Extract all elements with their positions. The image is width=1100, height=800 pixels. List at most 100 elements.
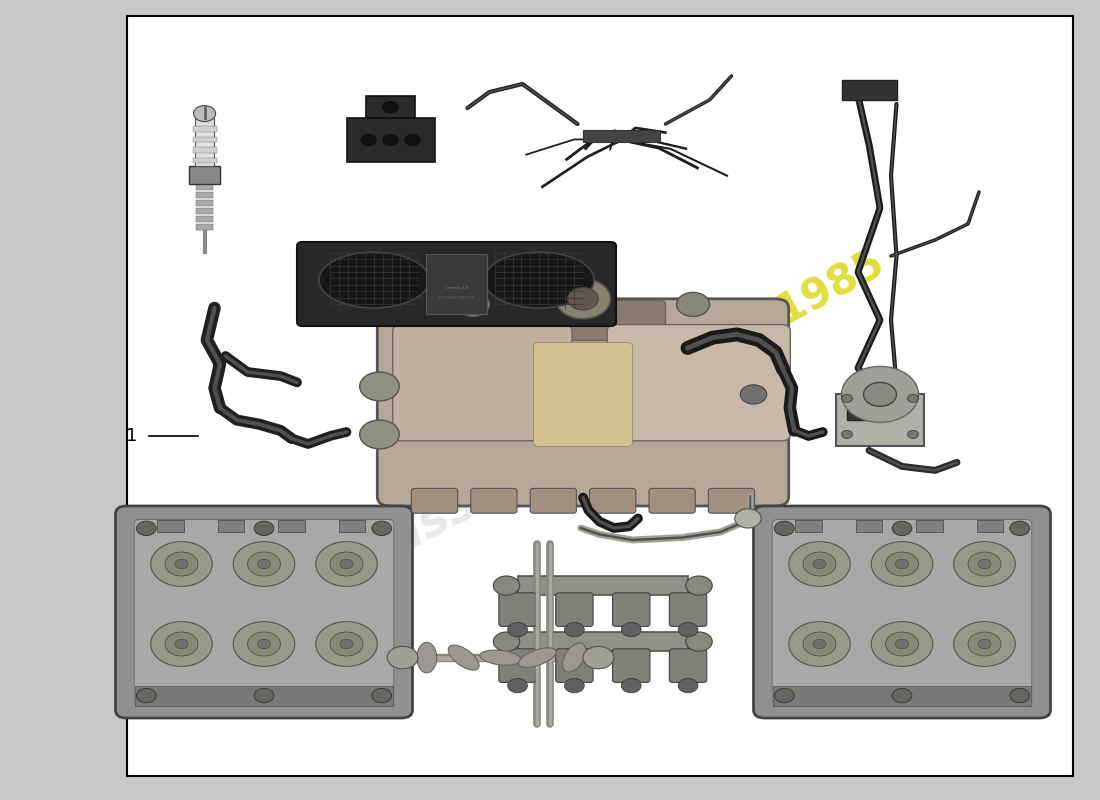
Bar [126,16,1072,776]
FancyBboxPatch shape [607,325,790,441]
Circle shape [151,542,212,586]
FancyBboxPatch shape [530,488,576,514]
Bar [426,254,487,314]
Circle shape [968,632,1001,656]
Bar [916,521,943,532]
Circle shape [361,134,376,146]
Circle shape [735,509,761,528]
Circle shape [233,622,295,666]
Circle shape [165,552,198,576]
Text: EXCLUSIVE PORSCHE: EXCLUSIVE PORSCHE [438,296,475,300]
FancyBboxPatch shape [613,649,650,682]
FancyBboxPatch shape [393,325,572,441]
Circle shape [789,622,850,666]
Circle shape [803,632,836,656]
Circle shape [564,678,584,693]
Circle shape [360,372,399,401]
Circle shape [686,576,713,595]
Circle shape [740,385,767,404]
Circle shape [908,394,918,402]
Circle shape [340,639,353,649]
Ellipse shape [319,252,429,308]
Text: since 1985: since 1985 [649,242,891,398]
Circle shape [316,542,377,586]
Circle shape [842,394,852,402]
Circle shape [372,688,392,703]
Circle shape [405,134,420,146]
Circle shape [813,559,826,569]
Circle shape [789,542,850,586]
FancyBboxPatch shape [613,593,650,626]
Circle shape [175,639,188,649]
Circle shape [493,632,519,651]
Circle shape [493,576,519,595]
Bar [847,402,891,420]
Circle shape [194,106,216,122]
Bar [196,208,213,214]
Bar [977,521,1003,532]
Bar [518,632,689,651]
Bar [196,216,213,222]
Circle shape [886,552,918,576]
Circle shape [686,632,713,651]
Circle shape [340,559,353,569]
Circle shape [254,522,274,536]
Circle shape [864,382,896,406]
Circle shape [254,688,274,703]
Circle shape [1010,522,1030,536]
Bar [196,200,213,206]
FancyBboxPatch shape [669,649,707,682]
Circle shape [842,430,852,438]
Circle shape [360,420,399,449]
Circle shape [233,542,295,586]
Circle shape [954,622,1015,666]
Circle shape [372,522,392,536]
Circle shape [257,559,271,569]
Circle shape [564,622,584,637]
FancyBboxPatch shape [649,488,695,514]
Circle shape [257,639,271,649]
FancyBboxPatch shape [754,506,1050,718]
FancyBboxPatch shape [411,488,458,514]
Circle shape [895,639,909,649]
Circle shape [978,639,991,649]
Circle shape [248,632,280,656]
Ellipse shape [562,643,586,672]
Bar [583,130,660,142]
Bar [218,521,244,532]
Circle shape [621,622,641,637]
FancyBboxPatch shape [556,649,593,682]
Circle shape [871,622,933,666]
Circle shape [383,134,398,146]
Text: 1: 1 [126,427,138,445]
Bar [135,686,393,706]
Circle shape [583,646,614,669]
Circle shape [803,552,836,576]
Circle shape [908,430,918,438]
Circle shape [892,688,912,703]
Circle shape [136,688,156,703]
FancyBboxPatch shape [471,488,517,514]
FancyBboxPatch shape [772,520,1032,705]
Circle shape [248,552,280,576]
Bar [842,80,896,100]
Ellipse shape [480,650,521,665]
Circle shape [556,278,610,318]
Circle shape [871,542,933,586]
Bar [189,166,220,184]
Circle shape [895,559,909,569]
Circle shape [387,646,418,669]
Circle shape [508,678,528,693]
FancyBboxPatch shape [669,593,707,626]
Circle shape [968,552,1001,576]
Circle shape [676,292,710,317]
FancyBboxPatch shape [297,242,616,326]
Bar [192,147,217,153]
Circle shape [316,622,377,666]
Circle shape [678,678,698,693]
Circle shape [774,688,794,703]
Bar [278,521,305,532]
Circle shape [954,542,1015,586]
FancyBboxPatch shape [116,506,412,718]
Wedge shape [842,366,918,422]
